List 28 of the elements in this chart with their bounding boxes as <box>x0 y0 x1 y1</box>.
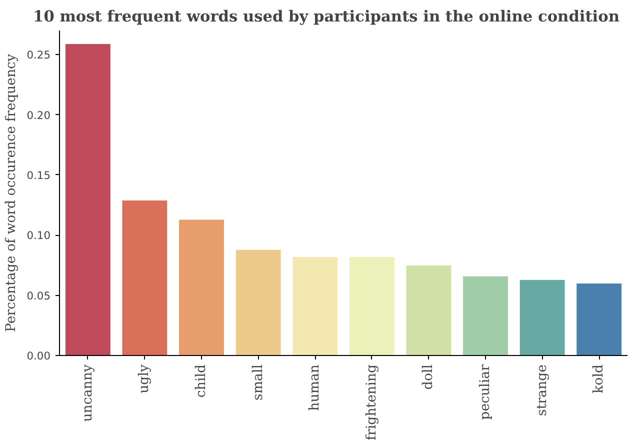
x-tick-label: doll <box>421 364 436 390</box>
y-tick-label: 0.25 <box>26 48 51 62</box>
y-tick-label: 0.00 <box>26 350 51 362</box>
y-tick-label: 0.10 <box>26 229 51 242</box>
x-tick-label: frightening <box>364 364 380 440</box>
bar <box>406 264 452 356</box>
x-tick-label: human <box>308 364 323 411</box>
bar <box>292 256 338 356</box>
y-tick-label: 0.05 <box>26 289 51 302</box>
bar <box>462 276 508 356</box>
bar <box>576 283 622 356</box>
x-tick-label: strange <box>534 364 550 416</box>
x-tick-label: kold <box>592 364 607 394</box>
x-tick-label: peculiar <box>478 364 493 420</box>
x-tick-label: ugly <box>137 364 152 394</box>
bar <box>519 279 566 356</box>
bar <box>178 219 224 356</box>
bar <box>348 256 395 356</box>
y-tick-label: 0.20 <box>26 108 51 122</box>
x-tick-label: child <box>194 364 209 398</box>
y-axis-title: Percentage of word occurence frequency <box>4 54 19 332</box>
bar <box>122 200 168 356</box>
y-tick-label: 0.15 <box>26 168 51 182</box>
bar <box>64 43 111 356</box>
bar <box>235 249 282 356</box>
x-tick-label: uncanny <box>80 364 96 422</box>
chart-title: 10 most frequent words used by participants in the online condition <box>33 8 620 26</box>
x-tick-label: small <box>250 364 266 400</box>
